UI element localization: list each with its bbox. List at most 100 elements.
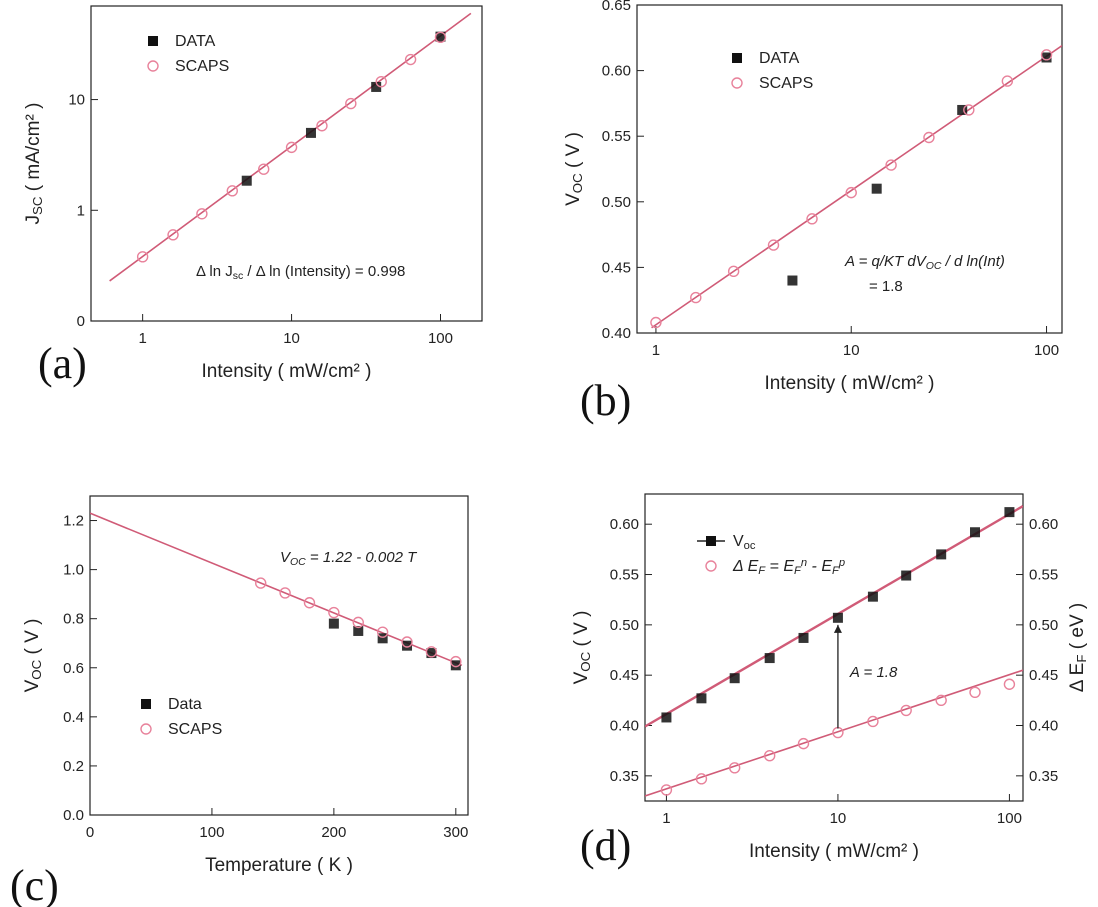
- legend-label: Data: [168, 696, 202, 713]
- y-tick-label: 0.45: [610, 667, 639, 684]
- scaps-point: [806, 213, 818, 225]
- scaps-point: [1040, 49, 1053, 61]
- scaps-point: [375, 76, 387, 88]
- scaps-point: [316, 120, 328, 132]
- data-point: [353, 625, 364, 636]
- data-point: [377, 633, 388, 644]
- legend-circle-icon: [705, 560, 717, 572]
- y2-tick-label: 0.60: [1029, 516, 1058, 533]
- panel-label: (d): [580, 821, 631, 870]
- scaps-point: [845, 186, 857, 199]
- x-tick-label: 0: [86, 824, 94, 841]
- x-tick-label: 10: [830, 810, 847, 827]
- scaps-point: [727, 265, 740, 278]
- scaps-point: [728, 762, 741, 774]
- y-tick-label: 0.8: [63, 611, 84, 628]
- arrow-head-icon: [833, 624, 842, 633]
- scaps-point: [450, 655, 462, 668]
- legend-label: Δ EF = EFn - EFp: [732, 557, 845, 577]
- x-tick-label: 1: [652, 342, 660, 359]
- data-point: [798, 632, 809, 643]
- y-tick-label: 0.45: [602, 259, 631, 276]
- x-tick-label: 1: [138, 330, 146, 347]
- y2-tick-label: 0.35: [1029, 768, 1058, 785]
- panel-label: (b): [580, 376, 631, 425]
- annotation: A = q/KT dVOC / d ln(Int): [844, 253, 1005, 272]
- legend-label: SCAPS: [759, 75, 813, 92]
- y-axis-label: JSC ( mA/cm² ): [23, 103, 45, 225]
- scaps-point: [285, 141, 298, 154]
- x-axis-label: Intensity ( mW/cm² ): [765, 373, 935, 394]
- y-axis-label: VOC ( V ): [571, 611, 593, 685]
- plot-frame: [636, 4, 1063, 334]
- data-point: [936, 549, 947, 560]
- y2-tick-label: 0.40: [1029, 718, 1058, 735]
- data-point: [957, 104, 968, 115]
- data-point: [241, 175, 252, 186]
- scaps-point: [425, 646, 438, 658]
- y2-tick-label: 0.50: [1029, 617, 1058, 634]
- y-axis-label: VOC ( V ): [22, 619, 44, 693]
- data-point: [661, 712, 672, 723]
- data-point: [764, 653, 775, 664]
- data-point: [305, 127, 316, 138]
- x-tick-label: 100: [1034, 342, 1059, 359]
- scaps-point: [279, 587, 291, 599]
- scaps-point: [885, 159, 897, 171]
- y-tick-label: 0.35: [610, 768, 639, 785]
- x-tick-label: 1: [662, 810, 670, 827]
- data-point: [787, 275, 798, 286]
- legend-circle-icon: [147, 60, 159, 72]
- y-tick-label: 0.6: [63, 660, 84, 677]
- data-point: [402, 640, 413, 651]
- scaps-point: [963, 104, 975, 116]
- panel-label: (a): [38, 339, 87, 388]
- scaps-point: [900, 704, 912, 717]
- scaps-point: [345, 97, 357, 110]
- legend-square-icon: [732, 53, 742, 63]
- legend-label: DATA: [759, 50, 800, 67]
- fit-line: [90, 512, 463, 667]
- x-tick-label: 100: [997, 810, 1022, 827]
- legend-label: Voc: [733, 533, 756, 552]
- legend-label: DATA: [175, 33, 216, 50]
- scaps-point: [1001, 75, 1014, 87]
- y-tick-label: 0.60: [610, 516, 639, 533]
- legend-square-icon: [141, 699, 151, 709]
- scaps-point: [401, 636, 413, 648]
- y-tick-label: 1.0: [63, 562, 84, 579]
- fit-line: [651, 45, 1062, 329]
- scaps-point: [328, 606, 340, 619]
- scaps-point: [258, 163, 270, 175]
- panel-c: 0 100 200 300 0.0 0.2 0.4 0.6 0.8 1.0 1.2 Temperatu…: [10, 495, 469, 907]
- x-tick-label: 10: [843, 342, 860, 359]
- scaps-point: [376, 626, 389, 638]
- y-tick-label: 0.65: [602, 0, 631, 14]
- scaps-point: [763, 750, 776, 762]
- panel-b: 1 10 100 0.40 0.45 0.50 0.55 0.60 0.65 Intensity …: [563, 0, 1063, 425]
- data-point: [435, 31, 446, 42]
- annotation: Δ ln Jsc / Δ ln (Intensity) = 0.998: [196, 263, 405, 282]
- scaps-point: [767, 239, 780, 251]
- legend-label: SCAPS: [168, 721, 222, 738]
- y2-tick-label: 0.55: [1029, 567, 1058, 584]
- y2-tick-label: 0.45: [1029, 667, 1058, 684]
- y-tick-label: 10: [68, 92, 85, 109]
- x-axis-label: Temperature ( K ): [205, 855, 353, 876]
- scaps-point: [226, 185, 239, 197]
- y-tick-label: 0.2: [63, 758, 84, 775]
- scaps-point: [695, 773, 708, 785]
- data-point: [426, 648, 437, 659]
- data-point: [970, 527, 981, 538]
- scaps-point: [650, 316, 662, 329]
- scaps-point: [167, 229, 179, 241]
- annotation-value: = 1.8: [869, 278, 903, 295]
- scaps-point: [969, 686, 981, 698]
- legend-circle-icon: [731, 77, 743, 89]
- annotation: A = 1.8: [849, 664, 898, 681]
- scaps-point: [196, 208, 208, 220]
- data-point: [832, 612, 843, 623]
- y-tick-label: 1: [77, 202, 85, 219]
- y-tick-label: 0.50: [602, 194, 631, 211]
- x-tick-label: 300: [443, 824, 468, 841]
